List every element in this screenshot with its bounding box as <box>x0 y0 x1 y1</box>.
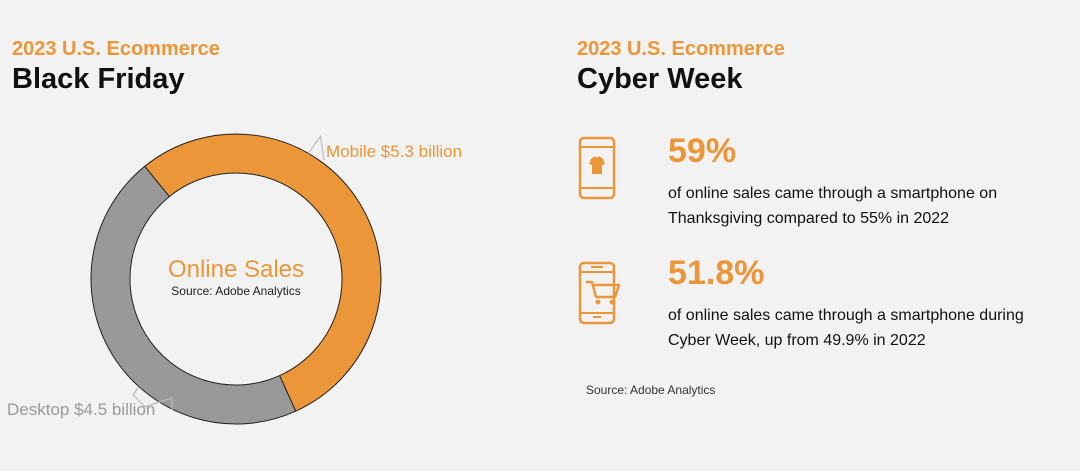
donut-slice-desktop <box>90 165 297 425</box>
donut-center-title: Online Sales <box>167 256 305 283</box>
stat-1-value: 59% <box>668 132 737 170</box>
stat-2-value: 51.8% <box>668 254 765 292</box>
right-eyebrow: 2023 U.S. Ecommerce <box>577 38 785 60</box>
desktop-leader-line <box>132 386 173 410</box>
donut-slices <box>90 133 382 425</box>
stat-1-description: of online sales came through a smartphon… <box>668 185 998 227</box>
phone-cart-icon <box>578 261 621 325</box>
phone-shirt-icon <box>578 136 616 200</box>
donut-center-source: Source: Adobe Analytics <box>171 284 301 298</box>
stat-2-description: of online sales came through a smartphon… <box>668 307 1024 349</box>
mobile-leader-line <box>308 134 325 161</box>
donut-chart <box>90 133 382 425</box>
donut-slice-mobile <box>144 133 382 412</box>
left-title: Black Friday <box>12 63 185 95</box>
right-source: Source: Adobe Analytics <box>586 383 716 397</box>
slice-label-desktop: Desktop $4.5 billion <box>7 400 156 419</box>
slice-label-mobile: Mobile $5.3 billion <box>326 142 463 161</box>
left-eyebrow: 2023 U.S. Ecommerce <box>12 38 220 60</box>
right-title: Cyber Week <box>577 63 743 95</box>
